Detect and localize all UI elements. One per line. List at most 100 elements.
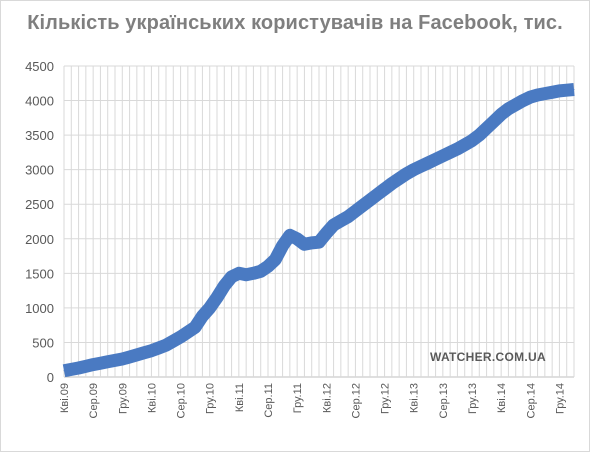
data-point	[362, 205, 364, 207]
data-point	[456, 148, 458, 150]
x-tick-label: Кві.12	[321, 383, 333, 413]
data-point	[573, 88, 575, 90]
data-point	[566, 89, 568, 91]
gridlines	[63, 65, 575, 378]
y-tick-label: 3500	[25, 128, 54, 143]
data-point	[201, 315, 203, 317]
data-point	[354, 210, 356, 212]
y-tick-label: 2500	[25, 197, 54, 212]
x-tick-label: Сер.11	[263, 383, 275, 418]
x-tick-label: Кві.13	[409, 383, 421, 413]
data-point	[391, 182, 393, 184]
data-point	[340, 220, 342, 222]
y-tick-label: 2000	[25, 232, 54, 247]
x-tick-label: Кві.14	[496, 383, 508, 413]
data-point	[99, 362, 101, 364]
x-tick-label: Сер.14	[525, 383, 537, 418]
data-point	[158, 347, 160, 349]
data-point	[180, 336, 182, 338]
data-point	[420, 165, 422, 167]
data-point	[129, 356, 131, 358]
data-point	[296, 238, 298, 240]
data-point	[507, 108, 509, 110]
data-point	[376, 194, 378, 196]
x-tick-label: Сер.13	[438, 383, 450, 418]
data-point	[187, 331, 189, 333]
data-point	[231, 276, 233, 278]
data-point	[311, 242, 313, 244]
data-point	[245, 274, 247, 276]
data-point	[63, 370, 65, 372]
data-point	[85, 365, 87, 367]
data-point	[347, 216, 349, 218]
data-point	[143, 352, 145, 354]
data-point	[70, 368, 72, 370]
data-point	[449, 151, 451, 153]
data-point	[107, 361, 109, 363]
data-point	[165, 344, 167, 346]
data-point	[318, 241, 320, 243]
data-point	[464, 144, 466, 146]
data-point	[471, 140, 473, 142]
x-axis: Кві.09 Сер.09 Гру.09 Кві.10 Сер.10 Гру.10 Кві.…	[59, 383, 566, 418]
y-tick-label: 1000	[25, 301, 54, 316]
y-tick-label: 500	[32, 335, 54, 350]
data-point	[369, 199, 371, 201]
data-point	[486, 127, 488, 129]
data-point	[333, 224, 335, 226]
data-point	[529, 96, 531, 98]
data-point	[252, 272, 254, 274]
data-point	[544, 93, 546, 95]
y-tick-label: 0	[47, 370, 54, 385]
y-axis: 0 500 1000 1500 2000 2500 3000 3500 4000 4500	[25, 59, 54, 385]
y-tick-label: 3000	[25, 163, 54, 178]
x-tick-label: Гру.12	[380, 383, 392, 414]
data-point	[435, 158, 437, 160]
x-tick-label: Кві.10	[146, 383, 158, 413]
data-point	[405, 173, 407, 175]
data-point	[274, 259, 276, 261]
data-point	[150, 350, 152, 352]
chart-title: Кількість українських користувачів на Fa…	[27, 12, 563, 34]
data-point	[413, 169, 415, 171]
x-tick-label: Гру.13	[467, 383, 479, 414]
data-point	[537, 94, 539, 96]
data-point	[522, 100, 524, 102]
data-point	[172, 340, 174, 342]
y-tick-label: 4500	[25, 59, 54, 74]
x-tick-label: Гру.10	[205, 383, 217, 414]
y-tick-label: 4000	[25, 94, 54, 109]
data-point	[92, 364, 94, 366]
series-group	[62, 83, 575, 378]
x-tick-label: Гру.14	[554, 383, 566, 414]
data-point	[500, 113, 502, 115]
data-point	[194, 326, 196, 328]
data-point	[282, 245, 284, 247]
data-point	[223, 285, 225, 287]
data-point	[398, 178, 400, 180]
data-point	[427, 162, 429, 164]
data-point	[121, 358, 123, 360]
data-point	[478, 134, 480, 136]
data-point	[515, 104, 517, 106]
x-tick-label: Гру.11	[292, 383, 304, 413]
x-tick-label: Кві.11	[234, 383, 246, 412]
data-point	[216, 297, 218, 299]
data-point	[114, 359, 116, 361]
data-point	[267, 265, 269, 267]
data-point	[551, 91, 553, 93]
data-point	[78, 367, 80, 369]
data-point	[558, 90, 560, 92]
x-tick-label: Сер.09	[88, 383, 100, 418]
data-point	[289, 234, 291, 236]
x-tick-label: Гру.09	[117, 383, 129, 414]
data-point	[136, 354, 138, 356]
data-point	[260, 270, 262, 272]
data-point	[303, 243, 305, 245]
x-tick-label: Кві.09	[59, 383, 71, 413]
data-point	[384, 188, 386, 190]
data-point	[442, 155, 444, 157]
x-tick-label: Сер.10	[176, 383, 188, 418]
data-point	[325, 232, 327, 234]
